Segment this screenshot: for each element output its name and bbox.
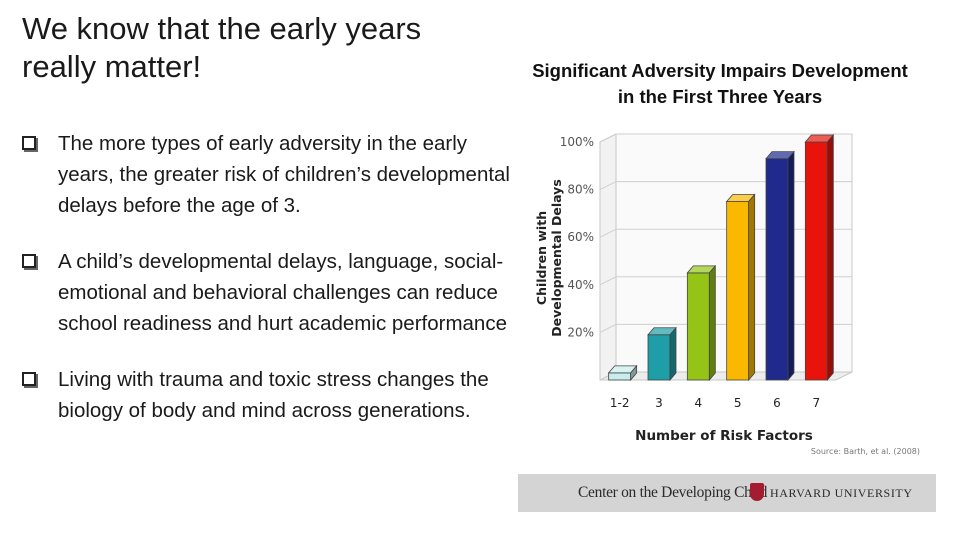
x-tick-label: 4 xyxy=(695,396,703,410)
x-tick-label: 3 xyxy=(655,396,663,410)
bar xyxy=(804,133,835,382)
gridline xyxy=(599,133,852,143)
y-tick-label: 80% xyxy=(567,183,594,197)
bar xyxy=(765,150,795,382)
bar-chart: 20% 40% 60% 80% 100% Children withDevelopment… xyxy=(534,133,920,456)
y-axis-title: Children withDevelopmental Delays xyxy=(534,179,564,337)
bullet-item: A child’s developmental delays, language… xyxy=(22,246,512,339)
y-axis-title-line: Children with xyxy=(534,211,549,305)
source-note: Source: Barth, et al. (2008) xyxy=(811,447,920,456)
checkbox-square-icon xyxy=(22,254,38,270)
bar xyxy=(647,326,677,382)
bar-side xyxy=(669,326,677,382)
y-tick-label: 100% xyxy=(560,135,594,149)
bar xyxy=(686,264,717,382)
bar xyxy=(725,193,756,382)
chart-title-line-1: Significant Adversity Impairs Developmen… xyxy=(532,60,908,81)
y-tick-label: 20% xyxy=(567,325,594,339)
bar-front xyxy=(804,141,828,381)
bar-front xyxy=(765,158,789,381)
bar-side xyxy=(708,264,716,382)
y-tick-label: 60% xyxy=(567,230,594,244)
bullet-list: The more types of early adversity in the… xyxy=(22,128,512,426)
x-axis-title: Number of Risk Factors xyxy=(635,428,813,444)
plot-side-wall xyxy=(599,133,617,381)
university-name: HARVARD UNIVERSITY xyxy=(770,486,913,500)
bullet-text: The more types of early adversity in the… xyxy=(58,132,510,217)
x-tick-label: 7 xyxy=(813,396,821,410)
bar-side xyxy=(826,133,834,382)
slide-title: We know that the early years really matt… xyxy=(22,11,422,84)
checkbox-square-icon xyxy=(22,372,38,388)
center-name: Center on the Developing Child xyxy=(578,484,768,501)
bullet-text: Living with trauma and toxic stress chan… xyxy=(58,368,489,422)
bar xyxy=(607,364,638,382)
bar-front xyxy=(608,372,632,381)
bar-front xyxy=(686,272,710,381)
bullet-item: The more types of early adversity in the… xyxy=(22,128,512,221)
chart-title: Significant Adversity Impairs Developmen… xyxy=(520,58,920,110)
bar-side xyxy=(748,193,756,382)
footer-bar: Center on the Developing Child HARVARD U… xyxy=(518,474,936,512)
bullet-item: Living with trauma and toxic stress chan… xyxy=(22,364,512,426)
bar-side xyxy=(630,364,638,382)
y-tick-label: 40% xyxy=(567,278,594,292)
x-tick-label: 5 xyxy=(734,396,742,410)
x-tick-label: 6 xyxy=(773,396,781,410)
harvard-shield-icon xyxy=(750,483,764,501)
chart-title-line-2: in the First Three Years xyxy=(617,86,823,107)
bar-front xyxy=(647,334,671,381)
bullet-text: A child’s developmental delays, language… xyxy=(58,250,507,335)
checkbox-square-icon xyxy=(22,136,38,152)
bar-side xyxy=(787,150,795,382)
y-axis-title-line: Developmental Delays xyxy=(549,179,564,337)
bar-front xyxy=(726,201,750,381)
x-tick-label: 1-2 xyxy=(610,396,630,410)
